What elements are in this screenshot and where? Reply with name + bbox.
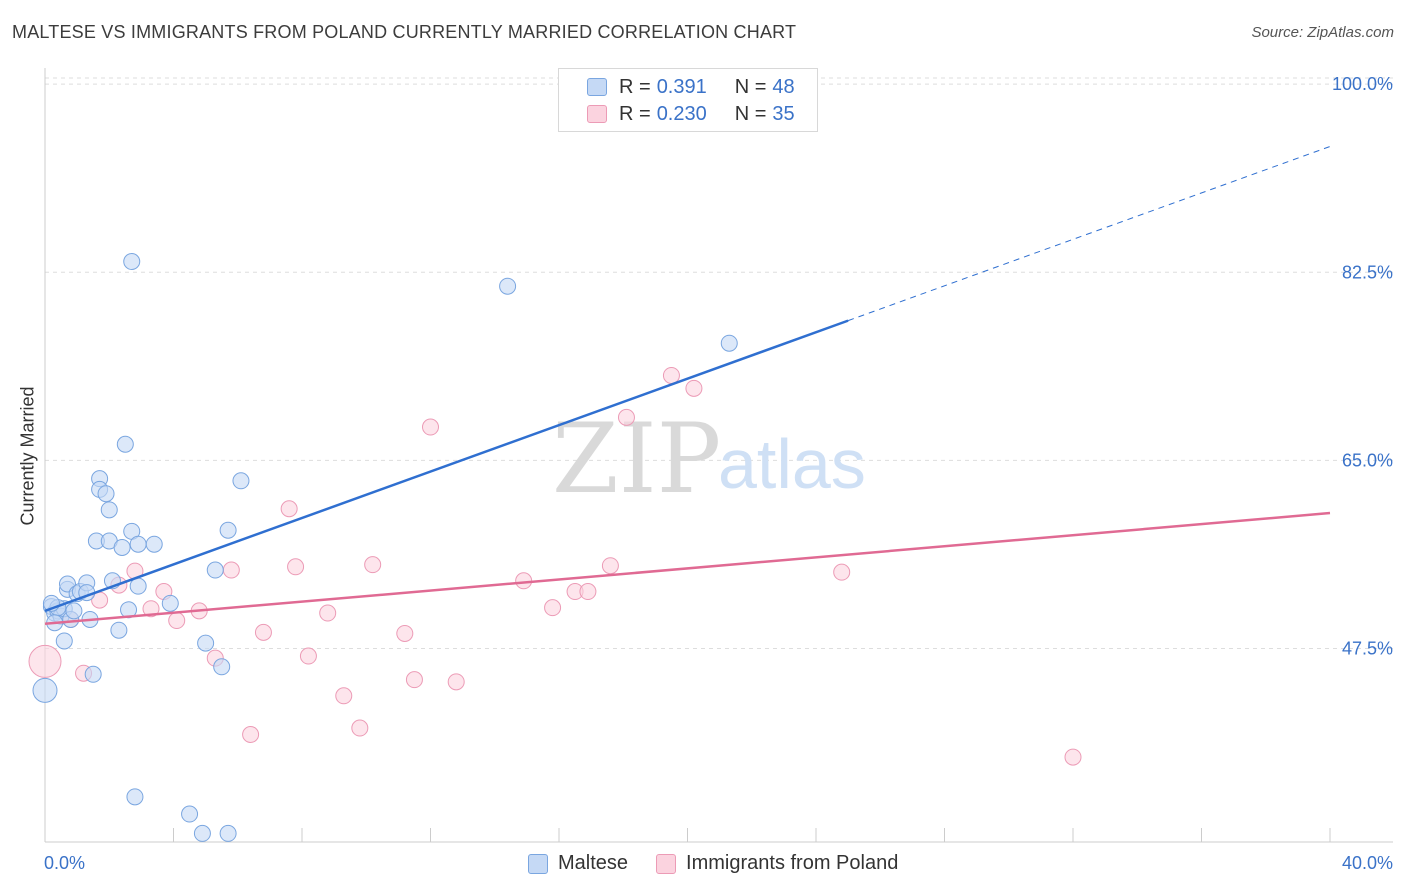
point-poland	[579, 583, 597, 601]
point-poland	[422, 418, 439, 436]
point-maltese	[213, 658, 231, 676]
point-maltese	[126, 788, 144, 806]
point-maltese	[197, 634, 215, 652]
point-poland	[280, 500, 298, 518]
legend-n-label: N =	[734, 102, 767, 125]
legend-label-poland: Immigrants from Poland	[686, 852, 899, 874]
point-poland	[254, 623, 272, 641]
watermark-zip: ZIP	[552, 403, 721, 515]
x-tick-label: 0.0%	[44, 853, 85, 873]
watermark-atlas: atlas	[718, 425, 866, 503]
y-tick-labels: 47.5% 65.0% 82.5% 100.0%	[1332, 74, 1393, 658]
point-maltese	[161, 594, 179, 612]
series-legend: Maltese Immigrants from Poland	[528, 852, 926, 875]
point-maltese	[219, 521, 237, 539]
point-poland	[396, 624, 414, 642]
point-maltese	[100, 501, 118, 519]
point-maltese	[113, 538, 131, 556]
point-maltese	[65, 602, 83, 620]
axes	[44, 68, 1393, 843]
y-tick-label: 47.5%	[1342, 639, 1393, 659]
y-tick-label: 65.0%	[1342, 450, 1393, 470]
point-maltese	[97, 485, 115, 503]
point-poland	[405, 671, 423, 689]
trend-line-maltese	[44, 319, 849, 613]
point-maltese	[145, 535, 163, 553]
grid-lines	[45, 77, 1393, 649]
point-poland	[685, 379, 703, 397]
legend-label-maltese: Maltese	[558, 852, 629, 874]
point-maltese	[123, 253, 141, 270]
point-poland	[351, 719, 369, 737]
point-poland	[662, 366, 680, 384]
point-maltese	[219, 824, 237, 842]
legend-item-maltese[interactable]: Maltese	[528, 852, 628, 875]
x-tick-labels: 0.0% 40.0%	[44, 853, 1393, 873]
point-poland	[28, 644, 62, 678]
point-maltese	[32, 677, 58, 703]
series-maltese-points	[32, 253, 738, 842]
trend-line-poland	[44, 511, 1331, 626]
point-maltese	[232, 472, 250, 490]
point-maltese	[181, 805, 199, 823]
point-maltese	[193, 824, 211, 842]
point-maltese	[84, 665, 102, 683]
poland-swatch	[587, 105, 607, 123]
point-maltese	[116, 435, 134, 453]
x-tick-label: 40.0%	[1342, 853, 1393, 873]
legend-r-label: R =	[619, 75, 651, 98]
point-poland	[515, 572, 533, 590]
point-poland	[833, 563, 851, 581]
legend-row-maltese: R = 0.391 N = 48	[587, 74, 795, 100]
point-poland	[364, 556, 382, 574]
point-poland	[335, 687, 353, 705]
y-tick-label: 82.5%	[1342, 262, 1393, 282]
point-maltese	[129, 535, 147, 553]
point-poland	[222, 561, 240, 579]
legend-r-value: 0.230	[656, 102, 707, 125]
point-poland	[319, 604, 337, 622]
point-maltese	[720, 334, 738, 352]
point-maltese	[55, 632, 73, 650]
point-poland	[601, 557, 619, 575]
chart-title: MALTESE VS IMMIGRANTS FROM POLAND CURREN…	[12, 22, 797, 42]
point-poland	[544, 599, 562, 617]
maltese-swatch	[587, 78, 607, 96]
source-label: Source: ZipAtlas.com	[1251, 24, 1394, 41]
point-poland	[447, 673, 465, 691]
point-poland	[1064, 748, 1082, 766]
legend-n-value: 35	[772, 102, 795, 125]
point-poland	[242, 726, 260, 743]
point-maltese	[110, 621, 128, 639]
legend-r-label: R =	[619, 102, 651, 125]
trend-line-maltese-extension	[847, 146, 1331, 322]
point-poland	[168, 612, 186, 630]
point-poland	[142, 600, 160, 618]
trend-lines	[44, 146, 1331, 626]
poland-swatch	[656, 853, 677, 874]
maltese-swatch	[528, 853, 548, 874]
point-poland	[299, 647, 317, 665]
y-tick-label: 100.0%	[1332, 74, 1393, 94]
legend-item-poland[interactable]: Immigrants from Poland	[656, 852, 898, 875]
correlation-legend: R = 0.391 N = 48 R = 0.230 N = 35	[558, 68, 818, 132]
legend-n-label: N =	[734, 75, 767, 98]
point-poland	[617, 408, 635, 426]
point-maltese	[206, 561, 224, 579]
legend-n-value: 48	[772, 75, 795, 98]
point-maltese	[499, 277, 517, 295]
point-poland	[287, 558, 305, 576]
legend-row-poland: R = 0.230 N = 35	[587, 101, 795, 127]
legend-r-value: 0.391	[656, 75, 707, 98]
